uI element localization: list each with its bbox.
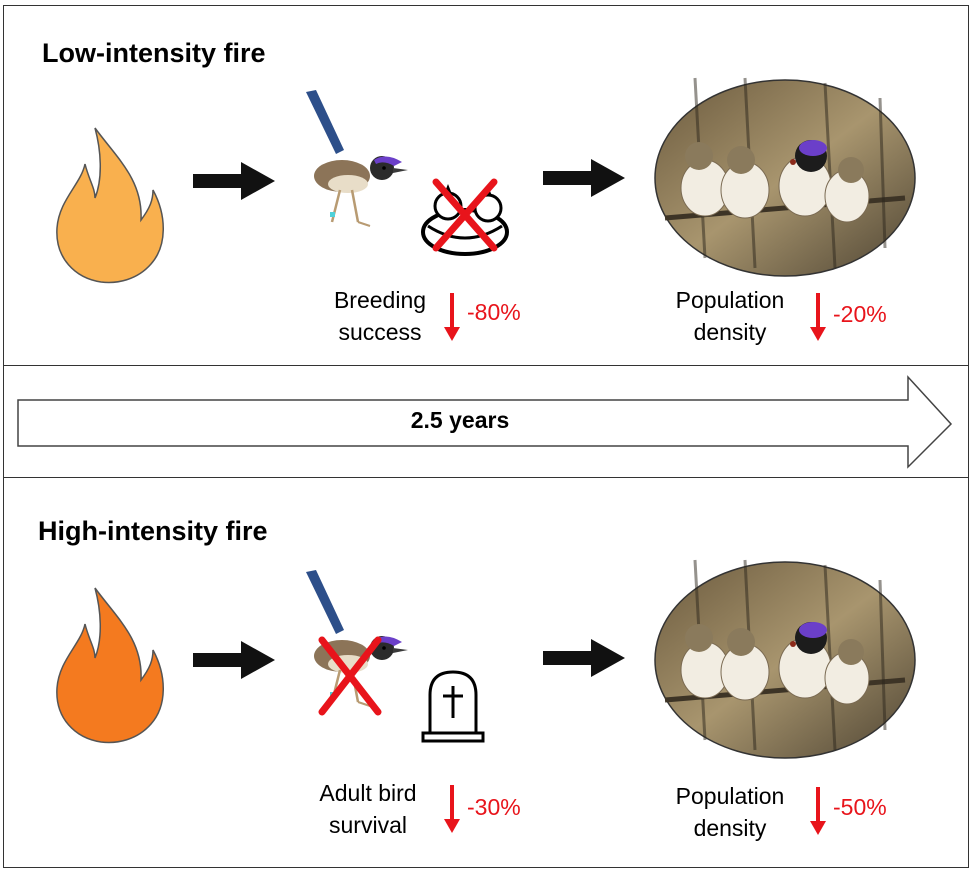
fire-icon-low bbox=[56, 127, 165, 284]
low-intensity-title: Low-intensity fire bbox=[42, 38, 266, 68]
arrow-right-icon bbox=[543, 159, 625, 197]
decrease-arrow-icon bbox=[808, 785, 828, 837]
fire-icon-high bbox=[56, 587, 165, 744]
breeding-success-change: -80% bbox=[467, 299, 521, 325]
decrease-arrow-icon bbox=[442, 783, 462, 835]
adult-survival-change: -30% bbox=[467, 794, 521, 820]
decrease-arrow-icon bbox=[808, 291, 828, 343]
arrow-right-icon bbox=[193, 162, 275, 200]
label-line: success bbox=[338, 319, 422, 345]
arrow-right-icon bbox=[543, 639, 625, 677]
label-line: Breeding bbox=[333, 287, 427, 313]
cross-icon bbox=[318, 636, 382, 716]
high-intensity-title: High-intensity fire bbox=[38, 516, 268, 546]
timeline-label: 2.5 years bbox=[410, 407, 510, 433]
breeding-success-label: Breeding success bbox=[310, 284, 450, 348]
label-line: density bbox=[693, 319, 767, 345]
gravestone-icon bbox=[421, 670, 485, 743]
arrow-right-icon bbox=[193, 641, 275, 679]
wren-group-photo bbox=[655, 78, 915, 276]
population-density-change: -50% bbox=[833, 794, 887, 820]
adult-survival-label: Adult bird survival bbox=[298, 777, 438, 841]
population-density-label: Population density bbox=[655, 780, 805, 844]
wren-group-photo bbox=[655, 560, 915, 758]
label-line: Population bbox=[675, 287, 785, 313]
timeline-arrow bbox=[17, 375, 953, 469]
wren-bird-icon bbox=[304, 88, 410, 228]
label-line: Population bbox=[675, 783, 785, 809]
label-line: Adult bird bbox=[319, 780, 417, 806]
population-density-label: Population density bbox=[655, 284, 805, 348]
label-line: survival bbox=[329, 812, 407, 838]
label-line: density bbox=[693, 815, 767, 841]
cross-icon bbox=[432, 178, 498, 252]
population-density-change: -20% bbox=[833, 301, 887, 327]
